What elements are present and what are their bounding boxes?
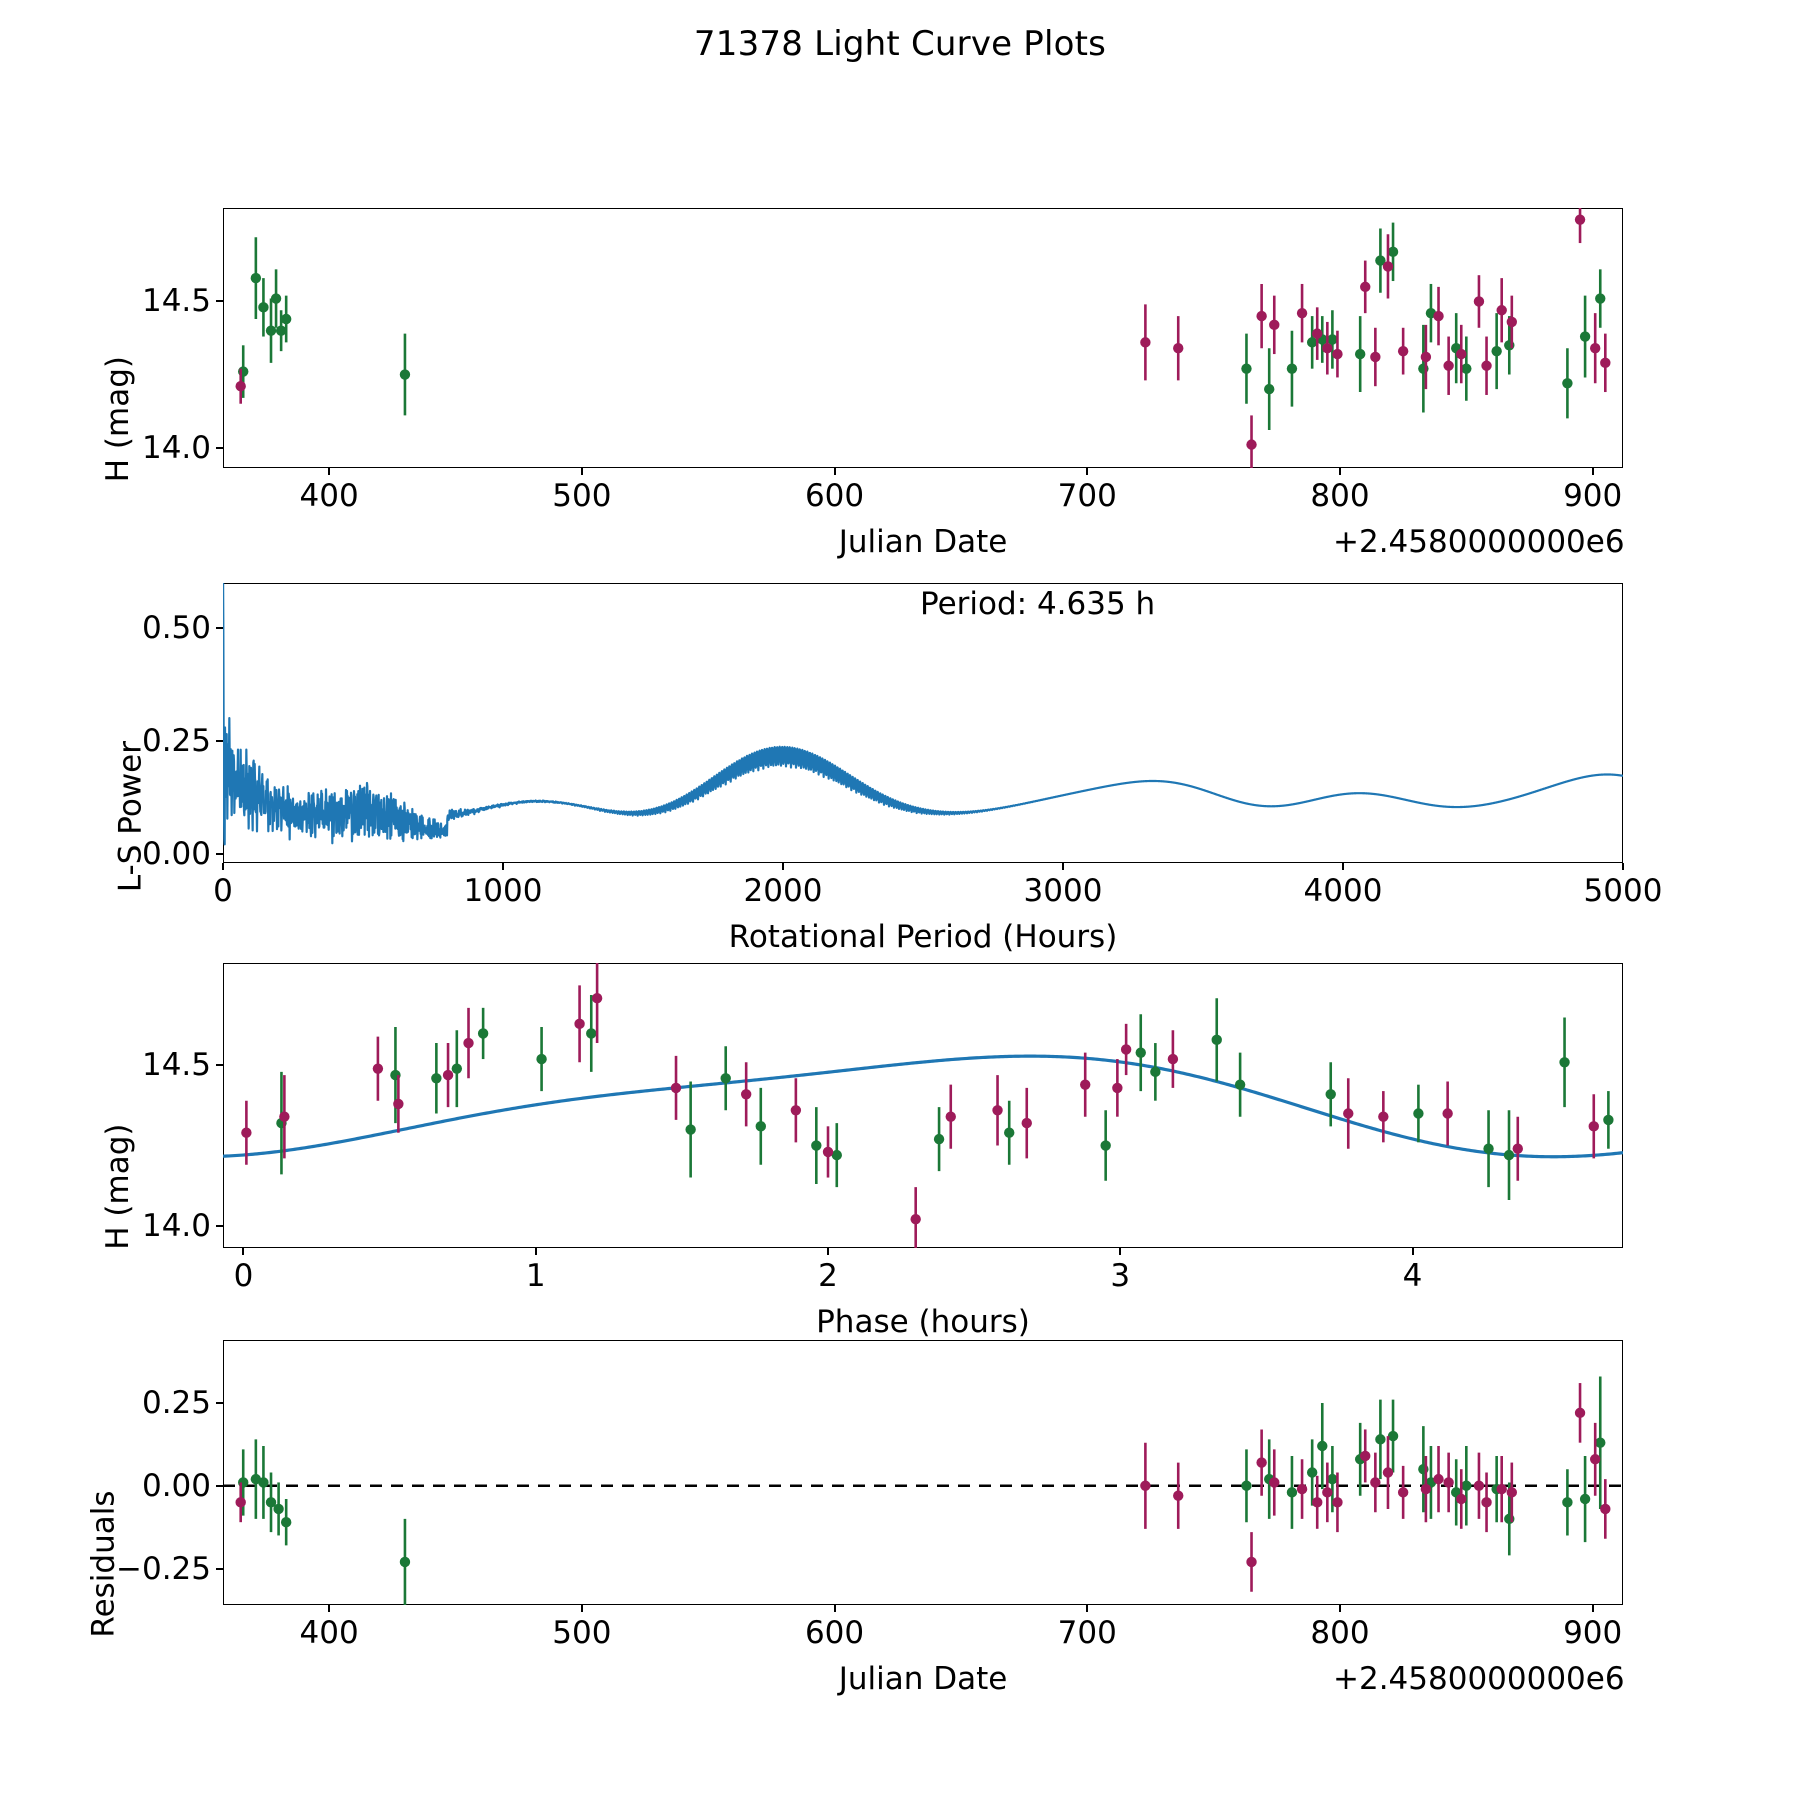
x-tick-mark [1086,468,1089,475]
y-tick-label: 0.25 [141,723,211,760]
panel-lightcurve-xlabel: Julian Date [838,524,1008,560]
x-tick-mark [1622,863,1624,870]
x-tick-label: 900 [1563,1615,1623,1651]
y-tick-mark [216,740,223,743]
x-tick-label: 800 [1310,478,1370,514]
panel-phased-xlabel: Phase (hours) [816,1304,1030,1340]
x-tick-mark [222,863,224,870]
x-tick-mark [1411,1248,1414,1255]
x-tick-label: 600 [804,1615,865,1651]
panel-residuals-x-offset: +2.4580000000e6 [1333,1661,1625,1697]
y-tick-mark [216,1401,223,1404]
x-tick-mark [1342,863,1344,870]
panel-residuals [223,1340,1623,1605]
x-tick-label: 4 [1402,1258,1423,1294]
x-tick-label: 3 [1110,1258,1131,1294]
x-tick-label: 900 [1563,478,1623,514]
figure-title: 71378 Light Curve Plots [693,24,1107,64]
x-tick-mark [534,1248,537,1255]
panel-periodogram-xlabel: Rotational Period (Hours) [728,919,1118,955]
y-tick-label: −0.25 [116,1550,211,1587]
x-tick-mark [1338,1605,1341,1612]
x-tick-label: 800 [1310,1615,1370,1651]
y-tick-label: 0.00 [141,1467,211,1504]
x-tick-label: 1000 [463,873,543,909]
x-tick-mark [1086,1605,1089,1612]
panel-lightcurve-x-offset: +2.4580000000e6 [1333,524,1625,560]
x-tick-label: 3000 [1023,873,1103,909]
x-tick-mark [1062,863,1064,870]
x-tick-label: 500 [552,1615,612,1651]
y-tick-mark [216,1224,223,1227]
x-tick-mark [580,1605,583,1612]
x-tick-label: 500 [552,478,612,514]
x-tick-mark [1591,1605,1594,1612]
y-tick-mark [216,627,223,630]
panel-phased-canvas [223,963,1623,1248]
x-tick-mark [580,468,583,475]
x-tick-label: 400 [299,478,359,514]
x-tick-label: 5000 [1583,873,1663,909]
panel-lightcurve-canvas [235,208,1611,468]
y-tick-label: 14.5 [141,1047,211,1084]
x-tick-label: 400 [299,1615,359,1651]
x-tick-label: 600 [804,478,865,514]
y-tick-label: 14.5 [141,283,211,320]
panel-periodogram [223,583,1623,863]
y-tick-label: 0.50 [141,610,211,647]
panel-periodogram-canvas [223,583,1623,846]
y-tick-label: 14.0 [141,429,211,466]
y-tick-label: 0.00 [141,835,211,872]
x-tick-label: 1 [525,1258,546,1294]
y-tick-mark [216,1064,223,1067]
x-tick-label: 0 [213,873,233,909]
panel-lightcurve [223,208,1623,468]
x-tick-mark [782,863,784,870]
x-tick-label: 0 [233,1258,254,1294]
panel-residuals-xlabel: Julian Date [838,1661,1008,1697]
y-tick-label: 14.0 [141,1207,211,1244]
panel-residuals-canvas [223,1376,1623,1605]
y-tick-mark [216,1484,223,1487]
x-tick-label: 2000 [743,873,823,909]
panel-phased [223,963,1623,1248]
y-tick-mark [216,1567,223,1570]
x-tick-mark [1591,468,1594,475]
x-tick-label: 2 [818,1258,838,1294]
x-tick-mark [833,468,836,475]
y-tick-mark [216,852,223,855]
y-tick-mark [216,446,223,449]
x-tick-mark [502,863,504,870]
x-tick-label: 700 [1057,478,1117,514]
x-tick-mark [328,468,331,475]
x-tick-label: 700 [1057,1615,1117,1651]
x-tick-mark [827,1248,829,1255]
period-annotation: Period: 4.635 h [920,586,1156,622]
x-tick-label: 4000 [1303,873,1383,909]
x-tick-mark [833,1605,836,1612]
x-tick-mark [1119,1248,1122,1255]
y-tick-mark [216,300,223,303]
y-tick-label: 0.25 [141,1384,211,1421]
x-tick-mark [1338,468,1341,475]
x-tick-mark [328,1605,331,1612]
x-tick-mark [242,1248,245,1255]
